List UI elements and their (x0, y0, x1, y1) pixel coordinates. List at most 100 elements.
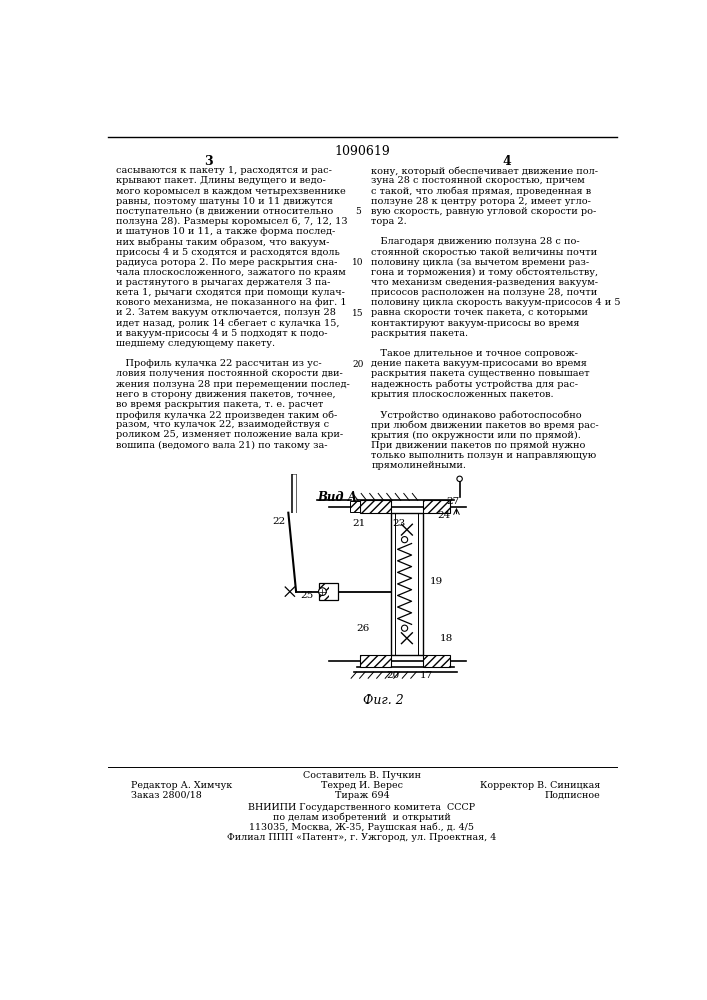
Bar (423, 500, 450, 513)
Text: него в сторону движения пакетов, точнее,: него в сторону движения пакетов, точнее, (115, 390, 335, 399)
Text: Фиг. 2: Фиг. 2 (363, 694, 403, 707)
Text: тора 2.: тора 2. (371, 217, 407, 226)
Text: 10: 10 (352, 258, 364, 267)
Text: Корректор В. Синицкая: Корректор В. Синицкая (479, 781, 600, 790)
Text: с такой, что любая прямая, проведенная в: с такой, что любая прямая, проведенная в (371, 187, 591, 196)
Text: крытия (по окружности или по прямой).: крытия (по окружности или по прямой). (371, 430, 581, 440)
Text: 20: 20 (386, 671, 399, 680)
Text: Благодаря движению ползуна 28 с по-: Благодаря движению ползуна 28 с по- (371, 237, 580, 246)
Text: присосы 4 и 5 сходятся и расходятся вдоль: присосы 4 и 5 сходятся и расходятся вдол… (115, 248, 339, 257)
Text: и вакуум-присосы 4 и 5 подходят к подо-: и вакуум-присосы 4 и 5 подходят к подо- (115, 329, 327, 338)
Text: половину цикла (за вычетом времени раз-: половину цикла (за вычетом времени раз- (371, 258, 590, 267)
Text: 15: 15 (352, 309, 364, 318)
Text: ползуне 28 к центру ротора 2, имеет угло-: ползуне 28 к центру ротора 2, имеет угло… (371, 197, 591, 206)
Text: равна скорости точек пакета, с которыми: равна скорости точек пакета, с которыми (371, 308, 588, 317)
Text: 21: 21 (353, 519, 366, 528)
Text: стоянной скоростью такой величины почти: стоянной скоростью такой величины почти (371, 248, 597, 257)
Text: и 2. Затем вакуум отключается, ползун 28: и 2. Затем вакуум отключается, ползун 28 (115, 308, 335, 317)
Text: и растянутого в рычагах держателя 3 па-: и растянутого в рычагах держателя 3 па- (115, 278, 330, 287)
Bar (361, 500, 391, 513)
Text: ловия получения постоянной скорости дви-: ловия получения постоянной скорости дви- (115, 369, 342, 378)
Bar (320, 583, 329, 600)
Text: Филиал ППП «Патент», г. Ужгород, ул. Проектная, 4: Филиал ППП «Патент», г. Ужгород, ул. Про… (228, 833, 496, 842)
Text: 25: 25 (300, 591, 313, 600)
Text: зуна 28 с постоянной скоростью, причем: зуна 28 с постоянной скоростью, причем (371, 176, 585, 185)
Text: 20: 20 (352, 360, 364, 369)
Text: Редактор А. Химчук: Редактор А. Химчук (131, 781, 233, 790)
Text: идет назад, ролик 14 сбегает с кулачка 15,: идет назад, ролик 14 сбегает с кулачка 1… (115, 319, 339, 328)
Text: роликом 25, изменяет положение вала кри-: роликом 25, изменяет положение вала кри- (115, 430, 343, 439)
Text: равны, поэтому шатуны 10 и 11 движутся: равны, поэтому шатуны 10 и 11 движутся (115, 197, 332, 206)
Bar (391, 513, 423, 655)
Text: жения ползуна 28 при перемещении послед-: жения ползуна 28 при перемещении послед- (115, 380, 349, 389)
Text: При движении пакетов по прямой нужно: При движении пакетов по прямой нужно (371, 441, 585, 450)
Bar (423, 655, 450, 667)
Text: крытия плоскосложенных пакетов.: крытия плоскосложенных пакетов. (371, 390, 554, 399)
Text: мого коромысел в каждом четырехзвеннике: мого коромысел в каждом четырехзвеннике (115, 187, 345, 196)
Text: только выполнить ползун и направляющую: только выполнить ползун и направляющую (371, 451, 597, 460)
Text: вошипа (ведомого вала 21) по такому за-: вошипа (ведомого вала 21) по такому за- (115, 441, 327, 450)
Text: Составитель В. Пучкин: Составитель В. Пучкин (303, 771, 421, 780)
Text: Тираж 694: Тираж 694 (334, 791, 390, 800)
Text: присосов расположен на ползуне 28, почти: присосов расположен на ползуне 28, почти (371, 288, 597, 297)
Text: профиля кулачка 22 произведен таким об-: профиля кулачка 22 произведен таким об- (115, 410, 337, 420)
Text: кового механизма, не показанного на фиг. 1: кового механизма, не показанного на фиг.… (115, 298, 346, 307)
Text: раскрытия пакета.: раскрытия пакета. (371, 329, 468, 338)
Text: раскрытия пакета существенно повышает: раскрытия пакета существенно повышает (371, 369, 590, 378)
Text: 1090619: 1090619 (334, 145, 390, 158)
Text: 19: 19 (429, 578, 443, 586)
Bar (423, 500, 450, 513)
Text: что механизм сведения-разведения вакуум-: что механизм сведения-разведения вакуум- (371, 278, 598, 287)
Text: разом, что кулачок 22, взаимодействуя с: разом, что кулачок 22, взаимодействуя с (115, 420, 329, 429)
Text: сасываются к пакету 1, расходятся и рас-: сасываются к пакету 1, расходятся и рас- (115, 166, 332, 175)
Text: половину цикла скорость вакуум-присосов 4 и 5: половину цикла скорость вакуум-присосов … (371, 298, 621, 307)
Text: 18: 18 (440, 634, 452, 643)
Text: 22: 22 (273, 517, 286, 526)
Text: 113035, Москва, Ж-35, Раушская наб., д. 4/5: 113035, Москва, Ж-35, Раушская наб., д. … (250, 823, 474, 832)
Circle shape (319, 588, 327, 595)
Text: них выбраны таким образом, что вакуум-: них выбраны таким образом, что вакуум- (115, 237, 329, 247)
Bar (361, 655, 391, 667)
Text: Такое длительное и точное сопровож-: Такое длительное и точное сопровож- (371, 349, 578, 358)
Circle shape (457, 476, 462, 482)
Bar (349, 501, 361, 512)
Text: во время раскрытия пакета, т. е. расчет: во время раскрытия пакета, т. е. расчет (115, 400, 323, 409)
Bar (361, 655, 391, 667)
Text: при любом движении пакетов во время рас-: при любом движении пакетов во время рас- (371, 420, 599, 430)
Text: контактируют вакуум-присосы во время: контактируют вакуум-присосы во время (371, 319, 580, 328)
Circle shape (402, 625, 408, 631)
Text: прямолинейными.: прямолинейными. (371, 461, 466, 470)
Text: по делам изобретений  и открытий: по делам изобретений и открытий (273, 813, 451, 822)
Text: Техред И. Верес: Техред И. Верес (321, 781, 403, 790)
Text: дение пакета вакуум-присосами во время: дение пакета вакуум-присосами во время (371, 359, 587, 368)
Text: 4: 4 (503, 155, 511, 168)
Text: Вид А: Вид А (317, 491, 357, 504)
Text: крывают пакет. Длины ведущего и ведо-: крывают пакет. Длины ведущего и ведо- (115, 176, 325, 185)
Text: 26: 26 (356, 624, 370, 633)
Text: вую скорость, равную угловой скорости ро-: вую скорость, равную угловой скорости ро… (371, 207, 597, 216)
Circle shape (402, 537, 408, 543)
Text: Подписное: Подписное (544, 791, 600, 800)
Text: 5: 5 (355, 207, 361, 216)
Text: кета 1, рычаги сходятся при помощи кулач-: кета 1, рычаги сходятся при помощи кулач… (115, 288, 344, 297)
Text: радиуса ротора 2. По мере раскрытия сна-: радиуса ротора 2. По мере раскрытия сна- (115, 258, 337, 267)
Text: гона и торможения) и тому обстоятельству,: гона и торможения) и тому обстоятельству… (371, 268, 598, 277)
Bar (423, 655, 450, 667)
Text: кону, который обеспечивает движение пол-: кону, который обеспечивает движение пол- (371, 166, 598, 176)
Text: и шатунов 10 и 11, а также форма послед-: и шатунов 10 и 11, а также форма послед- (115, 227, 334, 236)
Text: ползуна 28). Размеры коромысел 6, 7, 12, 13: ползуна 28). Размеры коромысел 6, 7, 12,… (115, 217, 347, 226)
Bar (320, 583, 338, 600)
Text: поступательно (в движении относительно: поступательно (в движении относительно (115, 207, 333, 216)
Text: 3: 3 (204, 155, 213, 168)
Text: ВНИИПИ Государственного комитета  СССР: ВНИИПИ Государственного комитета СССР (248, 803, 476, 812)
Text: Заказ 2800/18: Заказ 2800/18 (131, 791, 201, 800)
Bar (349, 501, 361, 512)
Text: чала плоскосложенного, зажатого по краям: чала плоскосложенного, зажатого по краям (115, 268, 345, 277)
Text: 27: 27 (446, 497, 460, 506)
Text: надежность работы устройства для рас-: надежность работы устройства для рас- (371, 380, 578, 389)
Bar (361, 500, 391, 513)
Text: Профиль кулачка 22 рассчитан из ус-: Профиль кулачка 22 рассчитан из ус- (115, 359, 321, 368)
Text: 24: 24 (437, 511, 450, 520)
Text: 23: 23 (392, 519, 405, 528)
Text: Устройство одинаково работоспособно: Устройство одинаково работоспособно (371, 410, 582, 420)
